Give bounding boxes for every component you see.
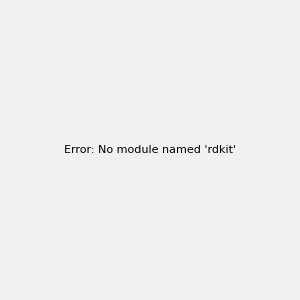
Text: Error: No module named 'rdkit': Error: No module named 'rdkit' <box>64 145 236 155</box>
